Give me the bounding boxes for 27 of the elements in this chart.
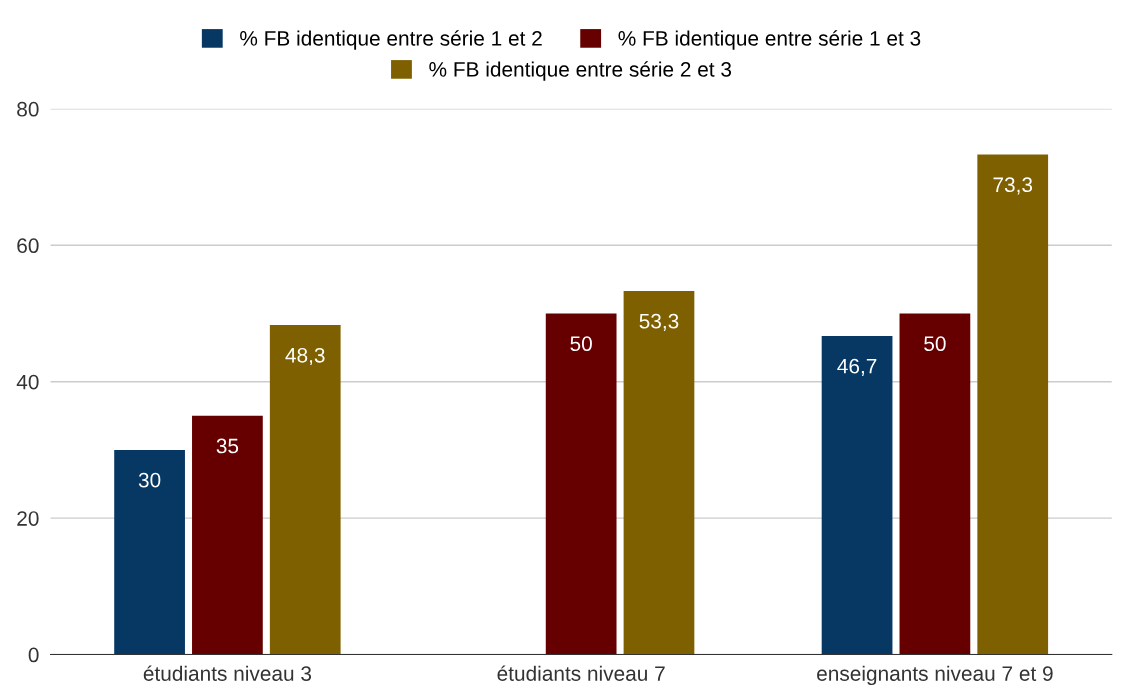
legend-label: % FB identique entre série 1 et 3 (618, 30, 921, 50)
data-label: 50 (570, 336, 592, 352)
y-tick-label: 80 (17, 101, 39, 117)
bar (977, 154, 1049, 655)
data-label: 46,7 (837, 358, 877, 377)
data-label: 35 (216, 438, 239, 454)
y-tick-label: 40 (16, 374, 39, 390)
bar (114, 449, 185, 655)
x-tick-label: étudiants niveau 7 (497, 665, 665, 681)
y-tick-label: 0 (28, 647, 39, 663)
bar (545, 313, 617, 655)
x-tick-label: étudiants niveau 3 (143, 665, 312, 681)
bar (899, 313, 971, 655)
legend-label: % FB identique entre série 1 et 2 (240, 30, 542, 50)
bar (821, 336, 893, 655)
y-tick-label: 60 (17, 238, 39, 254)
x-tick-label: enseignants niveau 7 et 9 (817, 665, 1053, 686)
data-label: 50 (924, 336, 946, 352)
bar (623, 290, 695, 655)
bar (192, 415, 263, 655)
data-label: 48,3 (285, 347, 325, 366)
legend-label: % FB identique entre série 2 et 3 (429, 61, 732, 81)
data-label: 73,3 (993, 177, 1033, 195)
data-label: 30 (138, 472, 161, 488)
y-tick-label: 20 (17, 511, 39, 526)
data-label: 53,3 (639, 313, 679, 331)
bar (269, 325, 341, 655)
